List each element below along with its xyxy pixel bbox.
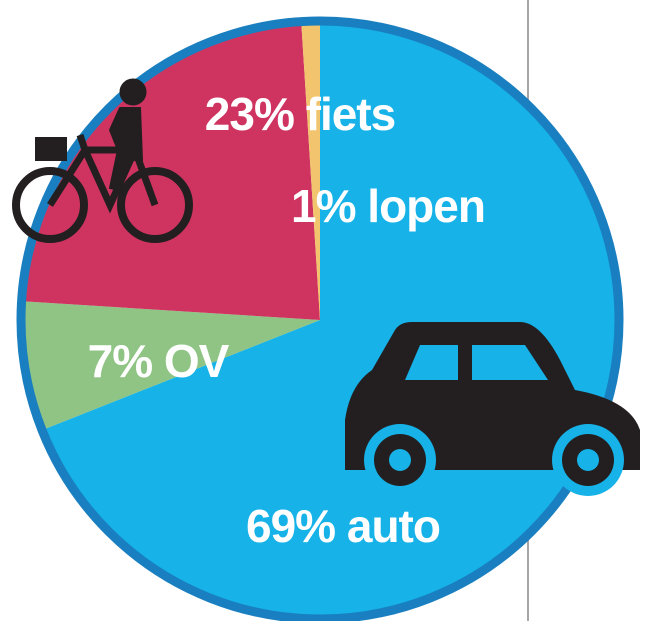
pie-slice: [24, 301, 321, 429]
pie-slice: [301, 24, 320, 320]
pie-border: [16, 16, 624, 621]
slice-label: 23% fiets: [205, 88, 395, 140]
slice-label: 7% OV: [88, 335, 230, 387]
car-icon: [345, 322, 640, 496]
bicycle-icon: [12, 78, 193, 243]
slice-label: 69% auto: [246, 500, 440, 552]
slice-label: 1% lopen: [291, 180, 485, 232]
labels: 69% auto 7% OV 23% fiets 1% lopen: [88, 88, 486, 552]
